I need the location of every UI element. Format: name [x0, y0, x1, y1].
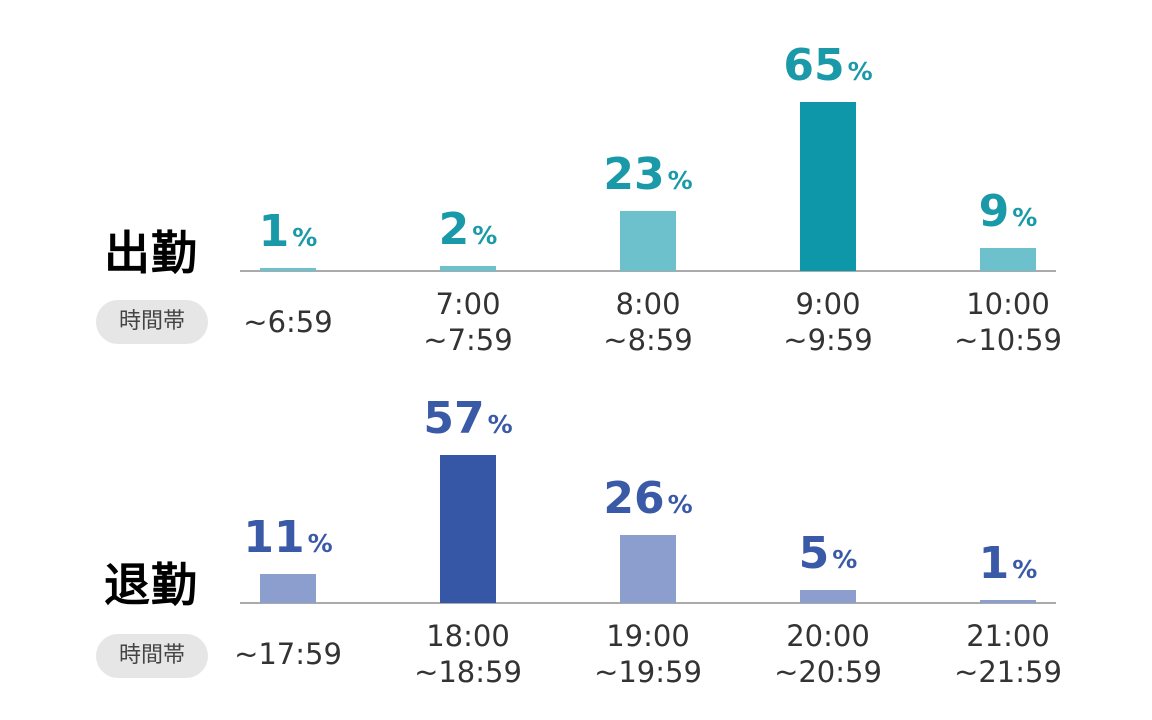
- data-label: 65%: [738, 44, 918, 88]
- tick-label: ~6:59: [243, 305, 333, 339]
- attendance-chart: 出勤 時間帯 1% ~6:59 2% 7:00 ~7:59 23% 8:00 ~8:59 6…: [96, 44, 1098, 357]
- x-axis-label: 時間帯: [96, 300, 208, 344]
- data-label: 26%: [558, 477, 738, 521]
- tick-label: 10:00 ~10:59: [954, 287, 1062, 357]
- data-label-value: 23: [603, 149, 665, 200]
- tick-label: 8:00 ~8:59: [603, 287, 693, 357]
- data-label-unit: %: [1012, 203, 1038, 232]
- bar: [440, 455, 496, 603]
- data-label-unit: %: [667, 490, 693, 519]
- tick-label: 9:00 ~9:59: [783, 287, 873, 357]
- bar: [620, 535, 676, 603]
- data-label-value: 57: [423, 393, 485, 444]
- data-label-unit: %: [487, 410, 513, 439]
- data-label: 5%: [738, 532, 918, 576]
- bar: [980, 248, 1036, 271]
- data-label-value: 26: [603, 473, 665, 524]
- data-label-value: 5: [798, 528, 830, 579]
- bar: [260, 574, 316, 603]
- tick-label: 18:00 ~18:59: [414, 619, 522, 689]
- tick-label: ~17:59: [234, 637, 342, 671]
- data-label: 57%: [378, 397, 558, 441]
- tick-label: 19:00 ~19:59: [594, 619, 702, 689]
- x-axis-label: 時間帯: [96, 634, 208, 678]
- data-label-unit: %: [832, 545, 858, 574]
- chart-title: 出勤: [104, 226, 198, 280]
- data-label-value: 1: [978, 538, 1010, 589]
- data-label-value: 65: [783, 40, 845, 91]
- data-label: 11%: [198, 516, 378, 560]
- data-label-value: 9: [978, 186, 1010, 237]
- data-label-value: 1: [258, 206, 290, 257]
- data-label-unit: %: [667, 166, 693, 195]
- bar: [980, 600, 1036, 603]
- bar: [260, 268, 316, 271]
- data-label: 23%: [558, 153, 738, 197]
- x-axis-baseline: [240, 270, 1056, 272]
- data-label-unit: %: [292, 223, 318, 252]
- data-label-unit: %: [472, 221, 498, 250]
- data-label: 9%: [918, 190, 1098, 234]
- data-label-unit: %: [847, 57, 873, 86]
- tick-label: 7:00 ~7:59: [423, 287, 513, 357]
- data-label-value: 11: [243, 512, 305, 563]
- data-label-value: 2: [438, 204, 470, 255]
- bar: [800, 590, 856, 603]
- data-label-unit: %: [1012, 555, 1038, 584]
- chart-title: 退勤: [104, 558, 198, 612]
- tick-label: 21:00 ~21:59: [954, 619, 1062, 689]
- bar: [800, 102, 856, 271]
- bar: [440, 266, 496, 271]
- data-label: 2%: [378, 208, 558, 252]
- data-label-unit: %: [307, 529, 333, 558]
- tick-label: 20:00 ~20:59: [774, 619, 882, 689]
- bar: [620, 211, 676, 271]
- x-axis-baseline: [240, 602, 1056, 604]
- data-label: 1%: [198, 210, 378, 254]
- data-label: 1%: [918, 542, 1098, 586]
